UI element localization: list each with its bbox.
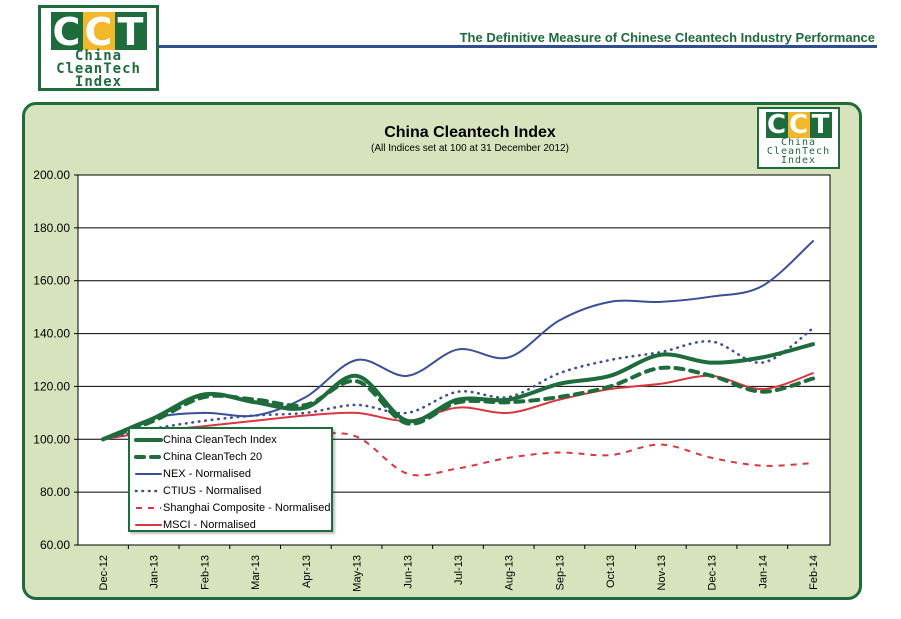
chart-subtitle: (All Indices set at 100 at 31 December 2… — [371, 143, 569, 154]
logo-letter: C — [787, 110, 810, 140]
logo-letter: C — [50, 12, 83, 52]
y-tick-label: 60.00 — [40, 538, 70, 552]
logo-text-line: Index — [74, 74, 123, 90]
legend-item: China CleanTech 20 — [133, 448, 331, 465]
x-tick-label: Jul-13 — [453, 555, 465, 585]
series-line-ctius-normalised — [101, 326, 815, 441]
cct-logo: C C T China CleanTech Index — [38, 5, 159, 91]
x-tick-label: Dec-13 — [707, 555, 719, 590]
logo-text-line: CleanTech — [766, 146, 831, 157]
x-tick-label: Feb-14 — [808, 555, 820, 590]
series-line-china-cleantech-index — [101, 342, 815, 442]
x-tick-label: Mar-13 — [250, 555, 262, 590]
y-tick-label: 180.00 — [33, 221, 70, 235]
legend-swatch-icon — [134, 454, 163, 459]
cct-logo-mark: C C T — [759, 109, 838, 140]
chart-cct-logo: C C T China CleanTech Index — [757, 107, 840, 169]
x-tick-label: Jan-14 — [757, 555, 769, 589]
legend-item: Shanghai Composite - Normalised — [133, 499, 331, 516]
legend-swatch-icon — [135, 472, 162, 475]
legend-label: Shanghai Composite - Normalised — [163, 501, 331, 514]
chart-title: China Cleantech Index — [384, 124, 556, 141]
header-rule — [158, 45, 877, 48]
x-tick-label: Nov-13 — [656, 555, 668, 590]
legend-item: CTIUS - Normalised — [133, 482, 331, 499]
legend-label: NEX - Normalised — [163, 467, 252, 480]
logo-letter: T — [114, 12, 147, 52]
legend-swatch-icon — [134, 437, 163, 442]
legend-label: CTIUS - Normalised — [163, 484, 262, 497]
legend-label: China CleanTech Index — [163, 433, 277, 446]
y-tick-label: 160.00 — [33, 274, 70, 288]
legend-label: China CleanTech 20 — [163, 450, 263, 463]
logo-text-line: China — [780, 137, 817, 148]
y-tick-label: 80.00 — [40, 485, 70, 499]
chart-legend: China CleanTech Index China CleanTech 20… — [128, 427, 333, 532]
y-tick-label: 140.00 — [33, 327, 70, 341]
y-tick-label: 120.00 — [33, 379, 70, 393]
y-tick-label: 100.00 — [33, 432, 70, 446]
legend-swatch-icon — [136, 506, 161, 509]
legend-item: NEX - Normalised — [133, 465, 331, 482]
series-line-msci-normalised — [102, 372, 814, 441]
legend-swatch-icon — [134, 489, 163, 492]
x-tick-label: Aug-13 — [504, 555, 516, 590]
x-tick-label: Jan-13 — [149, 555, 161, 589]
x-tick-label: Oct-13 — [605, 555, 617, 588]
legend-item: China CleanTech Index — [133, 431, 331, 448]
x-tick-label: Apr-13 — [301, 555, 313, 588]
tagline: The Definitive Measure of Chinese Cleant… — [459, 30, 875, 45]
cct-logo-mark: C C T — [41, 8, 156, 52]
logo-letter: C — [765, 110, 788, 140]
logo-letter: C — [82, 12, 115, 52]
logo-text-line: China — [74, 48, 123, 64]
x-tick-label: May-13 — [352, 555, 364, 592]
legend-item: MSCI - Normalised — [133, 516, 331, 533]
logo-text-line: CleanTech — [56, 61, 141, 77]
x-tick-label: Jun-13 — [402, 555, 414, 589]
logo-letter: T — [809, 112, 832, 139]
x-tick-label: Feb-13 — [199, 555, 211, 590]
y-tick-label: 200.00 — [33, 168, 70, 182]
x-tick-label: Sep-13 — [554, 555, 566, 590]
logo-text-line: Index — [780, 155, 817, 166]
legend-swatch-icon — [135, 523, 162, 526]
legend-label: MSCI - Normalised — [163, 518, 256, 531]
series-line-nex-normalised — [102, 240, 814, 441]
x-tick-label: Dec-12 — [98, 555, 110, 590]
